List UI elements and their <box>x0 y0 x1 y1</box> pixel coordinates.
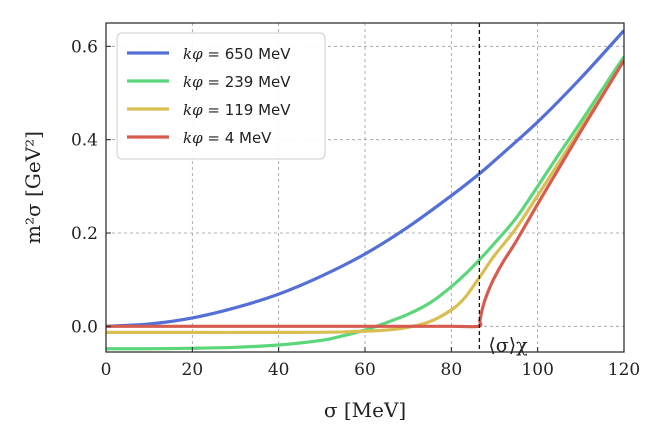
ticks: 0 20 40 60 80 100 120 0.0 0.2 0.4 0.6 <box>71 37 640 380</box>
curves <box>106 29 624 351</box>
x-tick-label: 60 <box>354 360 376 380</box>
x-tick-label: 80 <box>441 360 463 380</box>
x-tick-label: 40 <box>268 360 290 380</box>
y-tick-label: 0.4 <box>71 131 98 151</box>
x-tick-label: 20 <box>182 360 204 380</box>
y-tick-label: 0.6 <box>71 37 98 57</box>
series-line-3 <box>106 59 624 329</box>
x-tick-label: 100 <box>521 360 553 380</box>
series-line-2 <box>106 59 624 335</box>
x-tick-label: 120 <box>608 360 640 380</box>
y-tick-label: 0.2 <box>71 224 98 244</box>
series-line-1 <box>106 55 624 351</box>
legend-entry-2: kφ = 119 MeV <box>183 101 291 119</box>
legend: kφ = 650 MeV kφ = 239 MeV kφ = 119 MeV kφ =… <box>116 32 326 160</box>
legend-entry-0: kφ = 650 MeV <box>183 45 291 63</box>
y-axis-label: m²σ [GeV²] <box>21 131 45 244</box>
legend-entry-3: kφ = 4 MeV <box>183 129 272 147</box>
x-axis-label: σ [MeV] <box>324 398 406 422</box>
legend-box <box>116 32 326 160</box>
series-line-0 <box>106 29 624 328</box>
vev-annotation: ⟨σ⟩χ <box>488 334 528 356</box>
legend-entry-1: kφ = 239 MeV <box>183 73 291 91</box>
y-tick-label: 0.0 <box>71 317 98 337</box>
x-tick-label: 0 <box>101 360 112 380</box>
